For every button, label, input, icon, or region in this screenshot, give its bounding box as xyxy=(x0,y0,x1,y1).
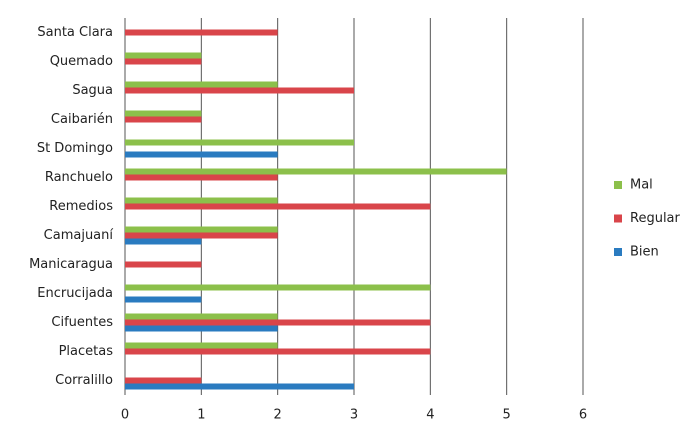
bar xyxy=(125,116,202,123)
bar xyxy=(125,325,278,332)
bar xyxy=(125,29,278,36)
y-tick-label: Sagua xyxy=(72,83,113,98)
bar xyxy=(125,174,278,181)
bar xyxy=(125,383,354,390)
bar xyxy=(125,52,202,59)
bar xyxy=(125,203,431,210)
bar xyxy=(125,238,202,245)
y-tick-label: Ranchuelo xyxy=(45,170,113,185)
x-tick-label: 5 xyxy=(503,408,511,423)
y-tick-label: Santa Clara xyxy=(37,25,113,40)
legend-label: Mal xyxy=(630,178,653,193)
legend-label: Bien xyxy=(630,245,659,260)
y-tick-label: Camajuaní xyxy=(44,228,114,243)
bar xyxy=(125,348,431,355)
y-tick-label: Quemado xyxy=(50,54,113,69)
bar xyxy=(125,110,202,117)
bar xyxy=(125,139,354,146)
bar xyxy=(125,197,278,204)
legend-swatch xyxy=(614,214,622,223)
x-tick-label: 1 xyxy=(197,408,205,423)
bar xyxy=(125,58,202,65)
bar xyxy=(125,284,431,291)
bar xyxy=(125,313,278,320)
y-tick-label: Cifuentes xyxy=(51,315,113,330)
bar xyxy=(125,261,202,268)
bar xyxy=(125,151,278,158)
y-tick-label: Corralillo xyxy=(55,373,113,388)
x-tick-label: 2 xyxy=(274,408,282,423)
bar xyxy=(125,296,202,303)
bar xyxy=(125,377,202,384)
bar xyxy=(125,319,431,326)
bar xyxy=(125,81,278,88)
y-tick-label: Caibarién xyxy=(51,112,113,127)
bar xyxy=(125,342,278,349)
legend-label: Regular xyxy=(630,211,681,226)
y-tick-label: Manicaragua xyxy=(29,257,113,272)
x-tick-label: 4 xyxy=(426,408,434,423)
x-tick-label: 3 xyxy=(350,408,358,423)
y-tick-label: Remedios xyxy=(49,199,113,214)
bar xyxy=(125,168,507,175)
bar xyxy=(125,87,354,94)
y-tick-label: Encrucijada xyxy=(37,286,113,301)
bar xyxy=(125,226,278,233)
y-tick-label: Placetas xyxy=(59,344,114,359)
legend-swatch xyxy=(614,248,622,256)
x-tick-label: 6 xyxy=(579,408,587,423)
x-tick-label: 0 xyxy=(121,408,129,423)
bar xyxy=(125,232,278,239)
y-tick-label: St Domingo xyxy=(37,141,113,156)
legend-swatch xyxy=(614,181,622,189)
